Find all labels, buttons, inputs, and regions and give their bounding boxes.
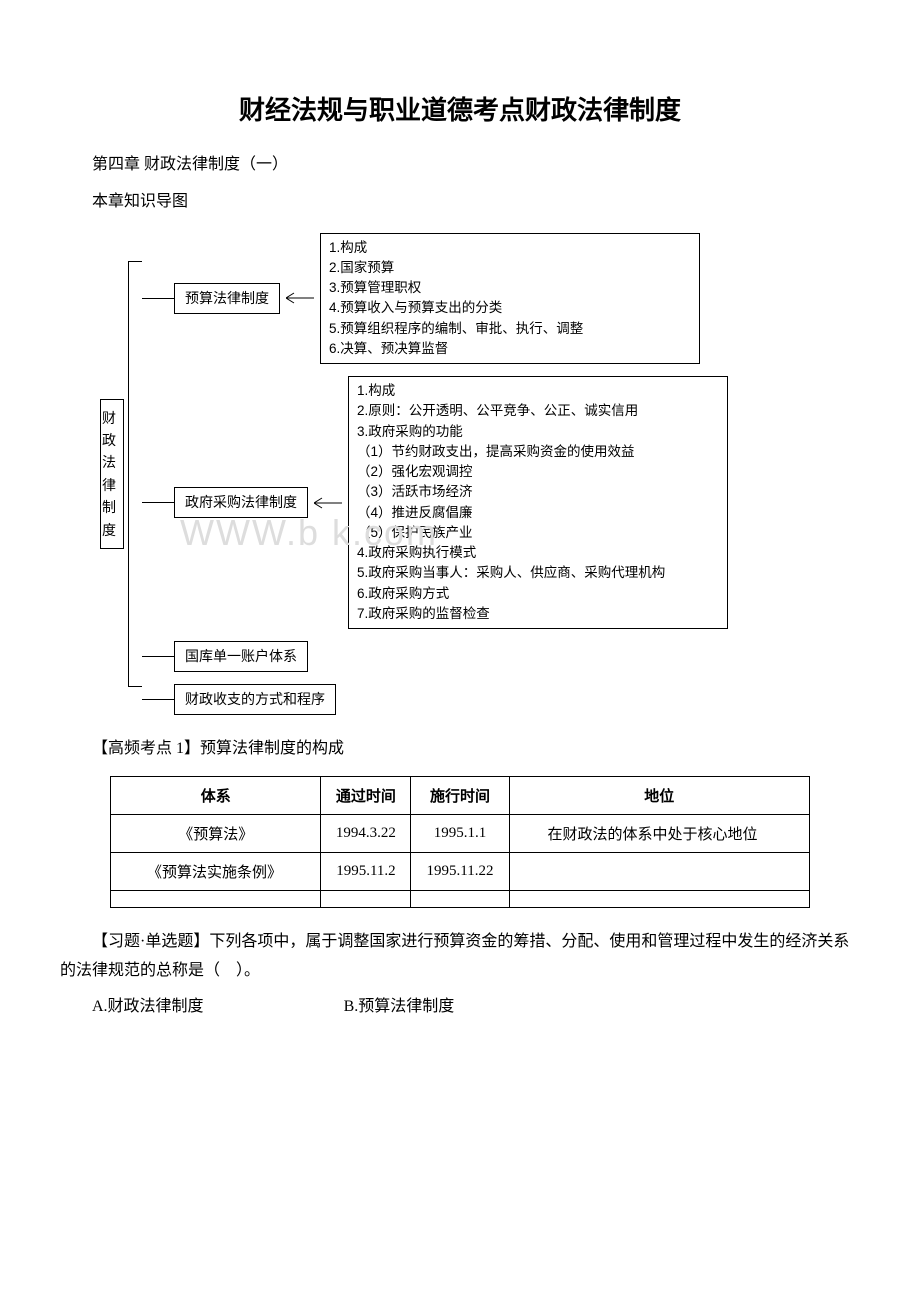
detail-line: 3.预算管理职权 <box>329 278 691 298</box>
table-row <box>111 890 810 907</box>
branch-details: 1.构成2.国家预算3.预算管理职权4.预算收入与预算支出的分类5.预算组织程序… <box>320 233 700 365</box>
cell-pass: 1994.3.22 <box>321 814 411 852</box>
detail-line: 7.政府采购的监督检查 <box>357 604 719 624</box>
detail-line: 1.构成 <box>357 381 719 401</box>
th-pass-date: 通过时间 <box>321 776 411 814</box>
detail-line: 2.原则：公开透明、公平竞争、公正、诚实信用 <box>357 401 719 421</box>
detail-line: （3）活跃市场经济 <box>357 482 719 502</box>
detail-line: 5.政府采购当事人：采购人、供应商、采购代理机构 <box>357 563 719 583</box>
option-a: A.财政法律制度 <box>92 998 204 1015</box>
cell-system: 《预算法》 <box>111 814 321 852</box>
cell-status <box>509 890 809 907</box>
th-effect-date: 施行时间 <box>411 776 509 814</box>
keypoint-heading: 【高频考点 1】预算法律制度的构成 <box>60 735 860 764</box>
diagram-root: 财政法律制度 <box>100 399 124 549</box>
cell-pass <box>321 890 411 907</box>
detail-line: 3.政府采购的功能 <box>357 422 719 442</box>
diagram-branch: 预算法律制度 1.构成2.国家预算3.预算管理职权4.预算收入与预算支出的分类5.… <box>142 233 860 365</box>
cell-effect: 1995.1.1 <box>411 814 509 852</box>
knowledge-diagram: 财政法律制度 预算法律制度1.构成2.国家预算3.预算管理职权4.预算收入与预算… <box>100 233 860 716</box>
table-row: 《预算法实施条例》1995.11.21995.11.22 <box>111 852 810 890</box>
diagram-bracket <box>128 261 142 688</box>
connector-line <box>142 298 174 299</box>
branch-details: 1.构成2.原则：公开透明、公平竞争、公正、诚实信用3.政府采购的功能（1）节约… <box>348 376 728 629</box>
detail-line: 2.国家预算 <box>329 258 691 278</box>
cell-system <box>111 890 321 907</box>
question-options: A.财政法律制度 B.预算法律制度 <box>60 993 860 1022</box>
detail-line: （2）强化宏观调控 <box>357 462 719 482</box>
table-header-row: 体系 通过时间 施行时间 地位 <box>111 776 810 814</box>
cell-effect: 1995.11.22 <box>411 852 509 890</box>
cell-system: 《预算法实施条例》 <box>111 852 321 890</box>
branch-label: 政府采购法律制度 <box>174 487 308 518</box>
detail-line: 6.决算、预决算监督 <box>329 339 691 359</box>
table-row: 《预算法》1994.3.221995.1.1在财政法的体系中处于核心地位 <box>111 814 810 852</box>
detail-line: 4.政府采购执行模式 <box>357 543 719 563</box>
keypoint-table: 体系 通过时间 施行时间 地位 《预算法》1994.3.221995.1.1在财… <box>110 776 810 908</box>
diagram-branch: 国库单一账户体系 <box>142 641 860 672</box>
cell-status <box>509 852 809 890</box>
cell-effect <box>411 890 509 907</box>
chapter-line: 第四章 财政法律制度（一） <box>60 151 860 180</box>
branch-label: 预算法律制度 <box>174 283 280 314</box>
connector-line <box>142 656 174 657</box>
diagram-branch: 财政收支的方式和程序 <box>142 684 860 715</box>
detail-line: （4）推进反腐倡廉 <box>357 503 719 523</box>
detail-line: 1.构成 <box>329 238 691 258</box>
th-system: 体系 <box>111 776 321 814</box>
page-title: 财经法规与职业道德考点财政法律制度 <box>60 90 860 127</box>
branch-label: 国库单一账户体系 <box>174 641 308 672</box>
diagram-branch: 政府采购法律制度 1.构成2.原则：公开透明、公平竞争、公正、诚实信用3.政府采购… <box>142 376 860 629</box>
option-b: B.预算法律制度 <box>344 998 455 1015</box>
connector-line <box>142 502 174 503</box>
cell-pass: 1995.11.2 <box>321 852 411 890</box>
detail-line: （5）保护民族产业 <box>357 523 719 543</box>
detail-line: 5.预算组织程序的编制、审批、执行、调整 <box>329 319 691 339</box>
th-status: 地位 <box>509 776 809 814</box>
branch-label: 财政收支的方式和程序 <box>174 684 336 715</box>
detail-line: 4.预算收入与预算支出的分类 <box>329 298 691 318</box>
map-caption: 本章知识导图 <box>60 188 860 217</box>
cell-status: 在财政法的体系中处于核心地位 <box>509 814 809 852</box>
detail-line: （1）节约财政支出，提高采购资金的使用效益 <box>357 442 719 462</box>
arrow-left-icon <box>286 291 314 305</box>
connector-line <box>142 699 174 700</box>
detail-line: 6.政府采购方式 <box>357 584 719 604</box>
arrow-left-icon <box>314 496 342 510</box>
question-stem: 【习题·单选题】下列各项中，属于调整国家进行预算资金的筹措、分配、使用和管理过程… <box>60 928 860 986</box>
